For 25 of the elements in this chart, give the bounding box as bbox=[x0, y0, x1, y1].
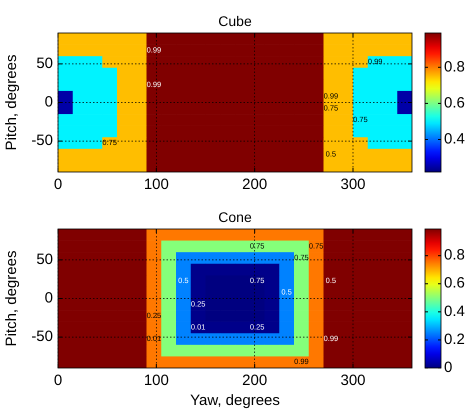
color-bar-label: 0 bbox=[444, 358, 452, 376]
x-tick-label: 200 bbox=[242, 372, 268, 389]
color-bar-label: 0.6 bbox=[444, 274, 465, 292]
x-axis-title: Yaw, degrees bbox=[190, 392, 280, 409]
y-axis-title: Pitch, degrees bbox=[3, 250, 20, 346]
y-axis-title: Pitch, degrees bbox=[3, 54, 20, 150]
x-tick-label: 300 bbox=[340, 372, 366, 389]
x-tick-label: 200 bbox=[242, 176, 268, 193]
color-bar-label: 0.4 bbox=[444, 302, 465, 320]
chart-title: Cube bbox=[218, 13, 252, 29]
color-bar-label: 0.8 bbox=[444, 58, 465, 76]
y-tick-label: -50 bbox=[31, 132, 53, 150]
x-tick-label: 300 bbox=[340, 176, 366, 193]
y-tick-label: 0 bbox=[44, 289, 53, 306]
y-tick-label: 0 bbox=[44, 93, 53, 110]
y-tick-label: -50 bbox=[31, 328, 53, 346]
x-tick-label: 100 bbox=[144, 176, 169, 193]
y-tick-label: 50 bbox=[36, 54, 53, 72]
x-tick-label: 100 bbox=[144, 372, 169, 389]
y-tick-label: 50 bbox=[36, 250, 53, 268]
color-bar-label: 0.8 bbox=[444, 246, 465, 264]
color-bar-label: 0.6 bbox=[444, 94, 465, 112]
color-bar-label: 0.4 bbox=[444, 130, 465, 148]
chart-title: Cone bbox=[218, 209, 252, 225]
color-bar-label: 0.2 bbox=[444, 330, 465, 348]
